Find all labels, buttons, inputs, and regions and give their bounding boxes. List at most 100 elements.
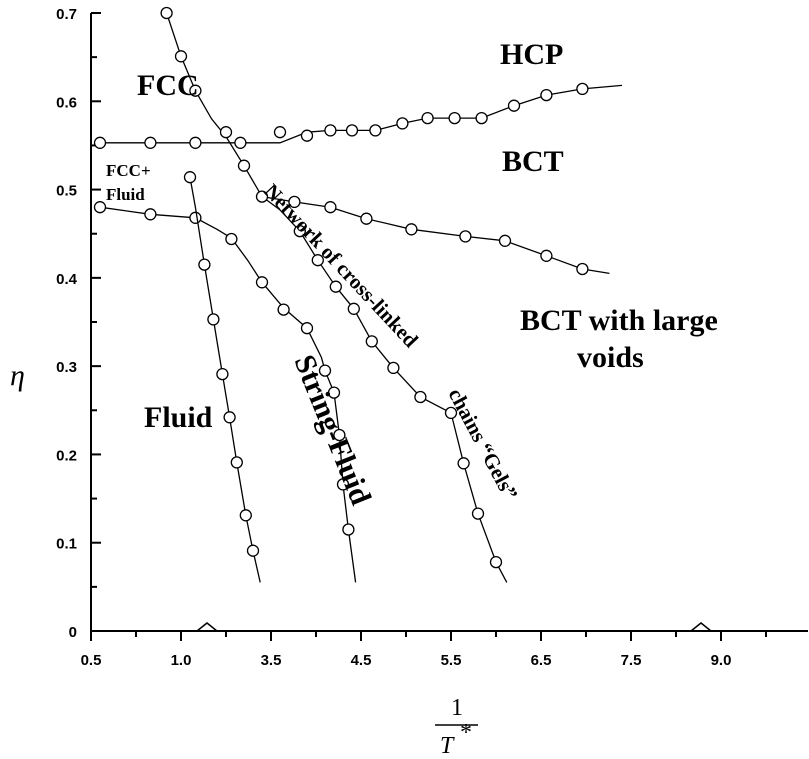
- x-tick-labels: 0.5 1.0 3.5 4.5 5.5 6.5 7.5 9.0: [81, 652, 732, 669]
- y-tick-label: 0.1: [56, 536, 77, 553]
- x-axis-label-superscript: *: [460, 720, 472, 746]
- x-axis-label-denominator: T: [440, 733, 455, 759]
- data-point: [576, 262, 589, 276]
- region-label-fluid: Fluid: [144, 401, 213, 434]
- x-tick-label: 5.5: [441, 652, 462, 669]
- data-point: [414, 390, 427, 404]
- series-bct-network-boundary: [255, 190, 610, 276]
- y-axis-label: η: [10, 359, 25, 392]
- data-point: [207, 313, 220, 326]
- region-label-fcc-fluid: FCC+: [106, 161, 151, 180]
- series-upper-coexistence: [93, 82, 623, 149]
- series-fluid-string-boundary: [183, 171, 261, 583]
- data-point: [347, 302, 360, 315]
- data-point: [189, 136, 202, 149]
- data-point: [198, 258, 211, 271]
- y-tick-labels: 0 0.1 0.2 0.3 0.4 0.5 0.6 0.7: [56, 6, 78, 641]
- data-point: [293, 224, 306, 238]
- data-point: [237, 159, 251, 172]
- data-point: [576, 82, 589, 96]
- data-point: [333, 428, 346, 442]
- data-point: [160, 6, 173, 20]
- data-point: [387, 361, 400, 375]
- data-point: [189, 84, 202, 97]
- data-point: [540, 88, 553, 102]
- data-point: [183, 171, 197, 184]
- x-tick-label: 6.5: [531, 652, 552, 669]
- data-point: [324, 124, 337, 137]
- x-axis-break-marker: [196, 622, 218, 632]
- data-point: [255, 190, 269, 203]
- data-point: [311, 254, 324, 267]
- data-point: [448, 111, 461, 125]
- data-point: [144, 136, 157, 149]
- axes: [90, 12, 808, 641]
- data-point: [234, 136, 247, 149]
- data-point: [93, 201, 107, 214]
- region-label-chains: chains “Gels”: [444, 384, 523, 504]
- region-label-fcc-fluid-2: Fluid: [106, 185, 145, 204]
- data-point: [255, 276, 269, 289]
- data-point: [216, 367, 229, 381]
- region-label-bct-voids-2: voids: [577, 341, 644, 374]
- x-tick-label: 3.5: [261, 652, 282, 669]
- y-tick-label: 0.4: [56, 271, 78, 288]
- y-tick-label: 0: [69, 624, 77, 641]
- data-point: [93, 136, 107, 149]
- data-point: [246, 544, 260, 557]
- data-point: [318, 364, 332, 377]
- data-point: [230, 456, 243, 469]
- data-point: [342, 523, 355, 536]
- region-label-bct-voids: BCT with large: [520, 304, 718, 337]
- x-axis-break-marker: [690, 622, 712, 632]
- series-line: [165, 12, 508, 583]
- y-tick-label: 0.2: [56, 447, 77, 464]
- data-point: [189, 211, 202, 224]
- x-tick-label: 0.5: [81, 652, 102, 669]
- region-label-bct: BCT: [502, 145, 564, 178]
- data-point: [174, 50, 188, 63]
- region-label-string-fluid: String-Fluid: [288, 350, 378, 509]
- data-point: [396, 117, 409, 130]
- data-point: [239, 509, 252, 522]
- data-point: [336, 478, 350, 491]
- data-point: [225, 232, 238, 246]
- x-tick-label: 4.5: [351, 652, 372, 669]
- data-point: [223, 411, 236, 424]
- data-point: [507, 99, 521, 112]
- data-point: [360, 212, 373, 225]
- data-point: [273, 126, 287, 139]
- data-point: [459, 230, 472, 243]
- region-label-fcc: FCC: [137, 69, 199, 102]
- data-point: [219, 126, 233, 139]
- region-label-hcp: HCP: [500, 38, 563, 71]
- series-fcc-boundary: [160, 6, 508, 583]
- data-point: [327, 386, 341, 399]
- series-layer: [93, 6, 623, 583]
- data-point: [444, 406, 458, 420]
- y-tick-label: 0.5: [56, 183, 77, 200]
- data-point: [324, 201, 337, 214]
- data-point: [277, 303, 290, 316]
- data-point: [345, 124, 359, 137]
- region-label-network: Network of cross-linked: [259, 179, 423, 352]
- data-point: [498, 234, 512, 247]
- data-point: [421, 111, 434, 125]
- data-point: [369, 124, 382, 137]
- data-point: [300, 322, 314, 335]
- series-line: [261, 195, 610, 275]
- data-point: [300, 129, 314, 142]
- data-point: [457, 457, 470, 470]
- y-tick-label: 0.6: [56, 94, 77, 111]
- data-point: [365, 335, 378, 348]
- data-point: [144, 208, 157, 221]
- data-point: [329, 280, 342, 293]
- x-axis-label-numerator: 1: [451, 695, 463, 721]
- series-line: [189, 177, 261, 583]
- data-point: [405, 223, 418, 236]
- series-fluid-solid-boundary: [93, 201, 357, 583]
- data-point: [471, 507, 485, 520]
- y-tick-label: 0.7: [56, 6, 77, 23]
- y-tick-label: 0.3: [56, 359, 77, 376]
